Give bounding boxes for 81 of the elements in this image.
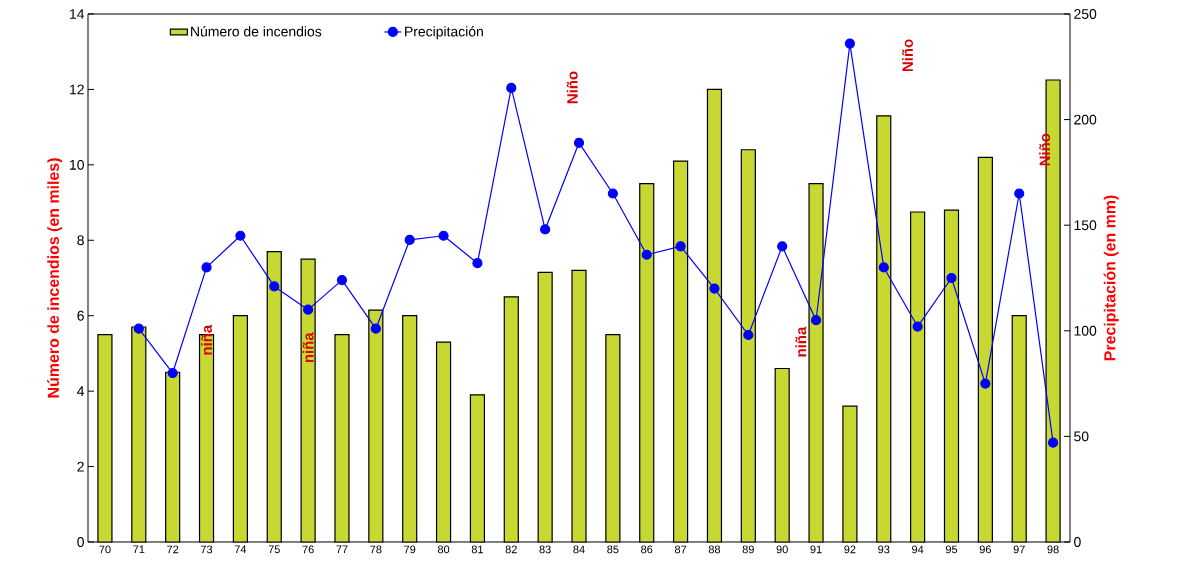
annotation: niña: [795, 326, 807, 357]
x-tick-label: 92: [844, 545, 856, 554]
y-tick-label: 2: [77, 461, 84, 472]
y2-tick-label: 150: [1074, 220, 1097, 231]
annotation: niña: [302, 332, 314, 363]
x-tick-label: 73: [201, 545, 213, 554]
point: [506, 82, 517, 94]
x-tick-label: 98: [1047, 545, 1059, 554]
point: [810, 315, 822, 326]
y-tick-label: 4: [77, 386, 85, 396]
x-tick-label: 91: [810, 545, 822, 554]
x-tick-label: 89: [742, 545, 754, 554]
point: [133, 323, 144, 334]
x-tick-label: 84: [573, 545, 585, 554]
y2-tick-label: 100: [1074, 325, 1097, 336]
point: [540, 224, 551, 235]
legend-label: Precipitación: [405, 26, 483, 40]
y2-tick-label: 200: [1074, 114, 1097, 125]
point: [438, 230, 449, 241]
x-tick-label: 83: [539, 545, 551, 554]
legend-label: Número de incendios: [191, 26, 322, 37]
y2-tick-label: 0: [1074, 537, 1081, 547]
point: [777, 241, 788, 252]
point: [404, 234, 415, 246]
point: [878, 262, 889, 273]
point: [946, 272, 957, 284]
point: [641, 249, 652, 260]
y2-tick-label: 50: [1074, 431, 1089, 442]
x-tick-label: 81: [471, 545, 483, 554]
annotation: Niño: [1039, 133, 1051, 166]
x-tick-label: 74: [234, 545, 247, 554]
point: [607, 188, 618, 199]
x-tick-label: 72: [167, 545, 179, 554]
annotation: Niño: [901, 39, 913, 72]
point: [303, 304, 314, 315]
x-tick-label: 82: [505, 545, 517, 554]
point: [709, 283, 720, 294]
y-tick-label: 10: [70, 159, 84, 170]
x-tick-label: 70: [99, 545, 111, 554]
point: [1014, 188, 1025, 199]
y2-tick-label: 250: [1074, 9, 1097, 19]
point: [370, 323, 381, 334]
y2-axis-title: Precipitación (en mm): [1103, 195, 1119, 361]
point: [269, 281, 280, 292]
point: [844, 38, 856, 49]
x-tick-label: 87: [674, 545, 687, 554]
x-tick-label: 97: [1013, 545, 1025, 554]
x-tick-label: 75: [268, 545, 280, 554]
annotation: Niño: [566, 71, 578, 104]
y-tick-label: 0: [77, 537, 84, 547]
point: [201, 262, 212, 273]
x-tick-label: 88: [708, 545, 721, 554]
x-tick-label: 93: [878, 545, 890, 554]
x-tick-label: 90: [776, 545, 788, 554]
x-tick-label: 78: [370, 545, 382, 554]
annotation: niña: [201, 324, 213, 355]
y-tick-label: 12: [70, 84, 84, 95]
y-tick-label: 14: [70, 9, 85, 19]
x-tick-label: 80: [437, 545, 450, 554]
point: [675, 241, 686, 252]
y-axis-title: Número de incendios (en miles): [47, 158, 63, 398]
x-tick-label: 76: [302, 545, 314, 554]
x-tick-label: 86: [641, 545, 653, 554]
point: [1047, 437, 1059, 448]
y-tick-label: 6: [77, 310, 84, 321]
y-tick-label: 8: [77, 235, 84, 246]
point: [472, 258, 483, 269]
x-tick-label: 95: [945, 545, 958, 554]
x-tick-label: 96: [979, 545, 991, 554]
point: [912, 321, 923, 332]
point: [980, 378, 991, 389]
x-tick-label: 71: [133, 545, 145, 554]
point: [573, 137, 585, 148]
point: [235, 230, 246, 241]
x-tick-label: 94: [912, 545, 924, 554]
x-tick-label: 85: [607, 545, 619, 554]
point: [167, 367, 178, 379]
x-tick-label: 79: [404, 545, 416, 554]
x-tick-label: 77: [336, 545, 348, 554]
point: [336, 274, 348, 286]
point: [743, 329, 754, 341]
